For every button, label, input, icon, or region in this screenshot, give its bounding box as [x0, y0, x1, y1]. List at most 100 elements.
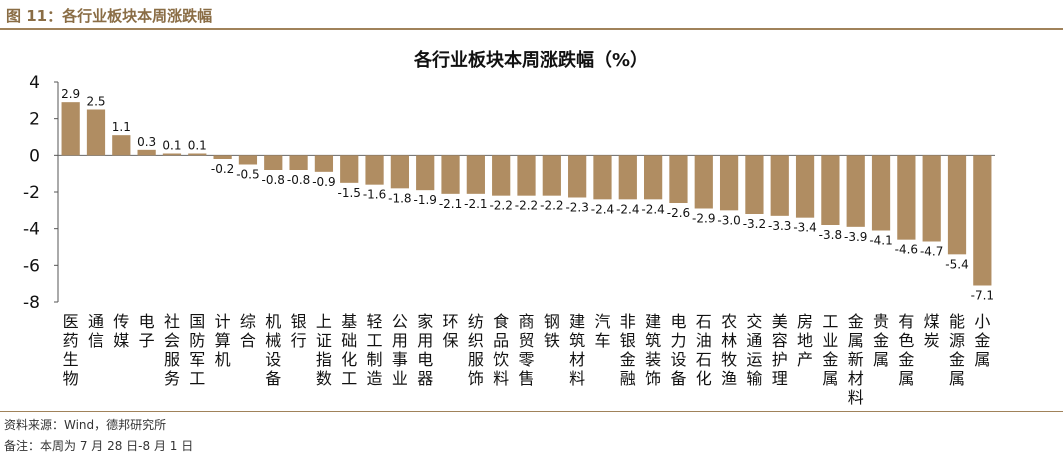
category-char: 材 — [569, 350, 585, 369]
category-char: 设 — [265, 350, 281, 369]
category-char: 料 — [569, 369, 585, 388]
y-tick-label: 0 — [29, 146, 40, 166]
bar — [416, 155, 435, 191]
category-char: 银 — [620, 331, 636, 350]
bar — [86, 109, 106, 156]
bar-value-label: 2.9 — [61, 87, 80, 101]
bar-value-label: -5.4 — [945, 257, 968, 271]
category-char: 建 — [569, 312, 585, 331]
bar-value-label: -3.0 — [717, 213, 740, 227]
category-char: 筑 — [645, 331, 661, 350]
category-char: 属 — [822, 369, 838, 388]
category-char: 房 — [797, 312, 813, 331]
category-char: 贵 — [873, 312, 889, 331]
category-char: 械 — [265, 331, 281, 350]
category-label: 钢铁 — [544, 312, 560, 350]
remark-note: 备注：本周为 7 月 28 日-8 月 1 日 — [4, 439, 194, 453]
category-char: 务 — [164, 369, 180, 388]
category-char: 公 — [392, 312, 408, 331]
y-tick-label: 2 — [29, 110, 40, 130]
category-char: 织 — [468, 331, 484, 350]
bar-value-label: 0.1 — [188, 139, 207, 153]
category-char: 售 — [518, 369, 534, 388]
bar — [593, 155, 612, 200]
category-char: 美 — [772, 312, 788, 331]
category-char: 源 — [949, 331, 965, 350]
category-char: 保 — [443, 331, 459, 350]
bar — [238, 155, 258, 165]
category-char: 指 — [316, 350, 332, 369]
category-char: 电 — [417, 350, 433, 369]
category-char: 物 — [63, 369, 79, 388]
category-char: 纺 — [468, 312, 484, 331]
category-char: 计 — [215, 312, 231, 331]
chart-title: 各行业板块本周涨跌幅（%） — [413, 49, 648, 71]
category-char: 造 — [367, 369, 383, 388]
category-char: 食 — [493, 312, 509, 331]
category-char: 工 — [189, 369, 205, 388]
category-char: 牧 — [721, 350, 737, 369]
category-label: 贵金属 — [873, 312, 889, 369]
bar-value-label: -3.9 — [844, 230, 867, 244]
category-char: 材 — [848, 369, 864, 388]
category-label: 汽车 — [594, 312, 610, 350]
bar-value-label: 0.3 — [137, 135, 156, 149]
category-char: 装 — [645, 350, 661, 369]
category-char: 轻 — [367, 312, 383, 331]
category-char: 建 — [645, 312, 661, 331]
bar — [745, 155, 764, 214]
category-char: 料 — [848, 388, 864, 407]
category-label: 通信 — [88, 312, 104, 350]
category-label: 煤炭 — [924, 312, 940, 350]
category-label: 银行 — [291, 312, 307, 350]
category-char: 属 — [873, 350, 889, 369]
category-char: 零 — [518, 350, 534, 369]
y-tick-label: -2 — [23, 183, 40, 203]
category-char: 国 — [189, 312, 205, 331]
category-char: 融 — [620, 369, 636, 388]
category-char: 用 — [392, 331, 408, 350]
category-char: 子 — [139, 331, 155, 350]
bar-value-label: -0.5 — [236, 168, 259, 182]
bar-value-label: -1.5 — [338, 186, 361, 200]
category-char: 电 — [670, 312, 686, 331]
bar-value-label: -4.7 — [920, 245, 943, 259]
bar — [618, 155, 637, 200]
category-char: 通 — [746, 331, 762, 350]
category-char: 属 — [898, 369, 914, 388]
bar — [922, 155, 941, 242]
bar-value-label: -3.4 — [793, 221, 816, 235]
category-char: 会 — [164, 331, 180, 350]
category-label: 综合 — [240, 312, 256, 350]
category-char: 数 — [316, 369, 332, 388]
category-char: 家 — [417, 312, 433, 331]
y-tick-label: -6 — [23, 256, 40, 276]
category-char: 输 — [746, 369, 762, 388]
category-char: 化 — [341, 350, 357, 369]
bar — [61, 102, 80, 156]
bar — [947, 155, 967, 255]
bar — [897, 155, 916, 240]
category-char: 事 — [392, 350, 408, 369]
bar-value-label: -2.6 — [667, 206, 690, 220]
bar — [365, 155, 384, 185]
bar — [542, 155, 561, 196]
category-char: 业 — [822, 331, 838, 350]
bar-value-label: -3.2 — [743, 217, 766, 231]
category-label: 电子 — [139, 312, 155, 350]
bar — [846, 155, 865, 227]
category-char: 煤 — [924, 312, 940, 331]
category-char: 证 — [316, 331, 332, 350]
bar — [492, 155, 511, 196]
category-char: 品 — [493, 331, 509, 350]
bar — [466, 155, 485, 194]
category-label: 环保 — [443, 312, 459, 350]
